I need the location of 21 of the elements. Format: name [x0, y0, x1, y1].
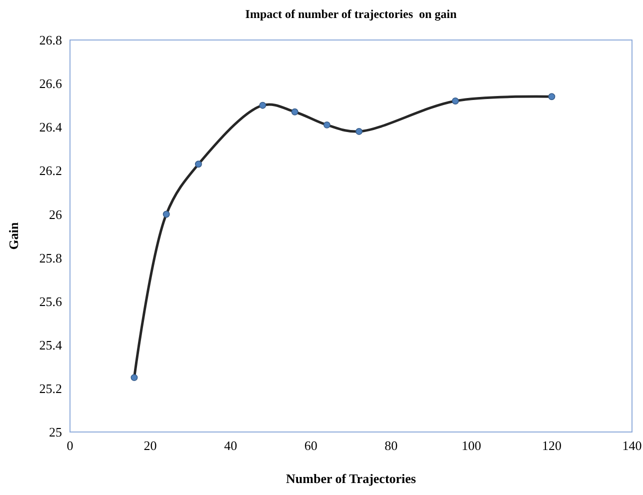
x-tick-label: 100: [462, 438, 482, 453]
y-tick-label: 26.6: [39, 76, 62, 92]
y-axis-title: Gain: [6, 222, 21, 250]
y-tick-label: 25.6: [39, 294, 62, 309]
x-axis-title: Number of Trajectories: [286, 471, 416, 486]
y-tick-label: 25.4: [39, 337, 62, 352]
x-tick-label: 120: [542, 438, 562, 453]
chart-title: Impact of number of trajectories on gain: [245, 7, 458, 21]
x-tick-label: 0: [66, 438, 74, 453]
x-tick-label: 140: [622, 438, 642, 453]
y-tick-label: 26.8: [39, 32, 62, 48]
x-tick-label: 80: [384, 438, 398, 453]
y-tick-label: 25.2: [39, 380, 62, 396]
y-tick-label: 25.8: [39, 250, 62, 266]
y-tick-label: 26.4: [39, 120, 62, 135]
x-tick-label: 40: [224, 438, 238, 453]
x-tick-label: 20: [144, 438, 157, 453]
y-tick-label: 26.2: [39, 163, 62, 178]
y-tick-label: 26: [49, 206, 62, 222]
x-tick-label: 60: [304, 438, 318, 453]
y-tick-label: 25: [49, 424, 62, 440]
